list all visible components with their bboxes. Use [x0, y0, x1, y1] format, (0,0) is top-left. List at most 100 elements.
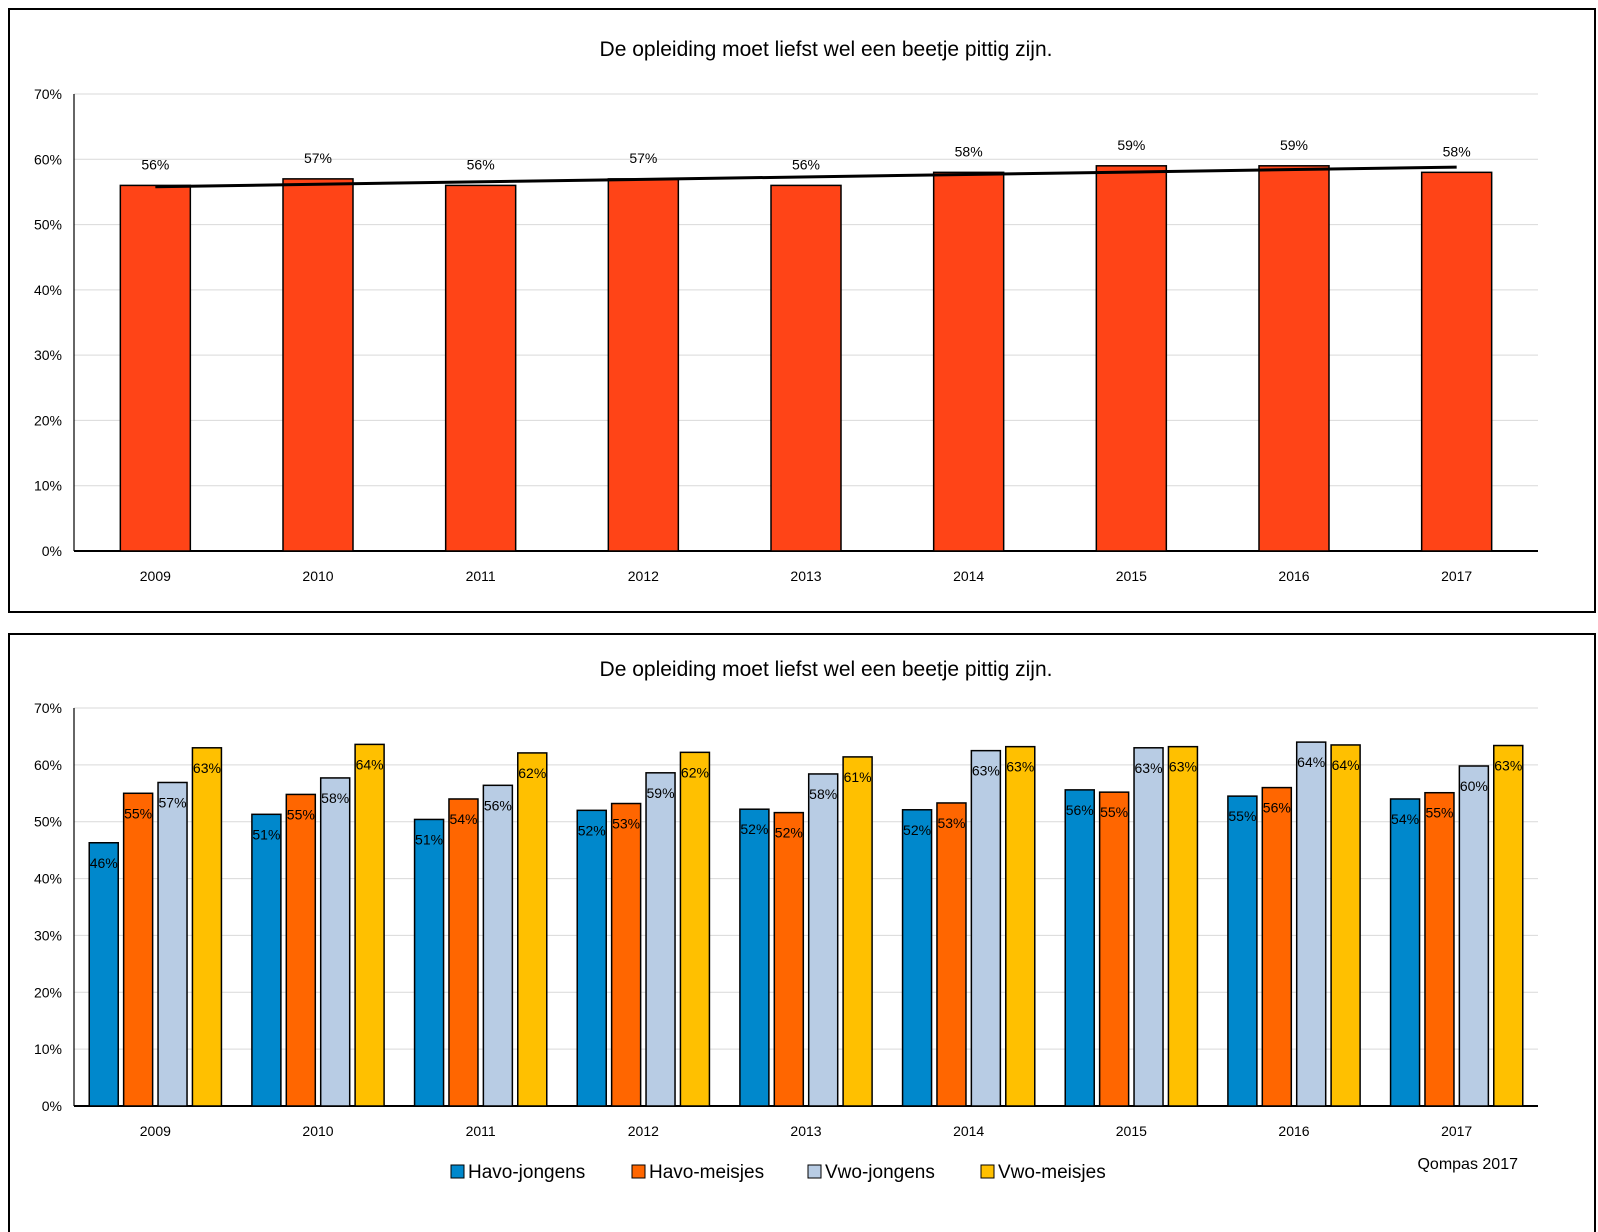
y-tick-label: 70% [34, 700, 62, 716]
y-tick-label: 40% [34, 871, 62, 887]
data-label: 52% [903, 822, 931, 838]
y-tick-label: 50% [34, 814, 62, 830]
y-tick-label: 10% [34, 1041, 62, 1057]
y-tick-label: 70% [34, 86, 62, 102]
y-tick-label: 0% [42, 1098, 62, 1114]
x-tick-label: 2016 [1278, 568, 1309, 584]
data-label: 58% [955, 143, 983, 159]
x-tick-label: 2009 [140, 1123, 171, 1139]
y-tick-label: 60% [34, 151, 62, 167]
bar-havo-meisjes [122, 792, 154, 1107]
y-tick-label: 20% [34, 412, 62, 428]
y-tick-label: 50% [34, 217, 62, 233]
data-label: 53% [937, 815, 965, 831]
bar-havo-meisjes [448, 798, 479, 1107]
data-label: 57% [629, 150, 657, 166]
x-tick-label: 2010 [302, 568, 333, 584]
bar-havo-meisjes [936, 802, 967, 1107]
bar-chart-top: De opleiding moet liefst wel een beetje … [34, 38, 1538, 584]
x-tick-label: 2017 [1441, 568, 1472, 584]
data-label: 59% [1117, 137, 1145, 153]
data-label: 58% [1443, 143, 1471, 159]
bar-vwo-jongens [157, 781, 188, 1107]
grouped-bar-chart-bottom: De opleiding moet liefst wel een beetje … [34, 658, 1538, 1183]
data-label: 56% [1066, 802, 1094, 818]
data-label: 51% [415, 831, 443, 847]
bar-vwo-jongens [645, 772, 676, 1107]
source-note: Qompas 2017 [1417, 1156, 1518, 1173]
bar [607, 178, 680, 552]
bar-havo-jongens [1064, 789, 1095, 1107]
data-label: 55% [1425, 805, 1453, 821]
bar-havo-jongens [901, 809, 933, 1107]
legend-item: Vwo-meisjes [980, 1162, 1106, 1183]
x-tick-label: 2012 [628, 568, 659, 584]
bar [119, 184, 192, 552]
data-label: 58% [809, 786, 837, 802]
data-label: 56% [467, 156, 495, 172]
y-tick-label: 40% [34, 282, 62, 298]
data-label: 46% [90, 855, 118, 871]
bar [1095, 165, 1168, 552]
bar-havo-jongens [251, 813, 282, 1107]
data-label: 57% [159, 794, 187, 810]
x-tick-label: 2015 [1116, 1123, 1147, 1139]
data-label: 56% [1263, 800, 1291, 816]
data-label: 62% [518, 765, 546, 781]
bar-havo-meisjes [610, 802, 642, 1107]
data-label: 61% [844, 769, 872, 785]
x-tick-label: 2013 [790, 568, 821, 584]
bar-vwo-meisjes [354, 743, 385, 1107]
data-label: 64% [356, 756, 384, 772]
x-tick-label: 2011 [466, 568, 496, 584]
x-tick-label: 2017 [1441, 1123, 1472, 1139]
data-label: 62% [681, 764, 709, 780]
bar-havo-meisjes [1261, 786, 1293, 1107]
data-label: 56% [792, 156, 820, 172]
chart-title: De opleiding moet liefst wel een beetje … [600, 38, 1053, 61]
bar-vwo-jongens [319, 777, 351, 1107]
bar-havo-jongens [576, 809, 607, 1107]
y-tick-label: 20% [34, 984, 62, 1000]
trendline [155, 165, 1457, 189]
data-label: 63% [1006, 759, 1034, 775]
bar-vwo-meisjes [679, 751, 711, 1107]
bar-vwo-jongens [970, 749, 1002, 1107]
bar-vwo-jongens [482, 784, 514, 1107]
y-tick-label: 30% [34, 927, 62, 943]
bar [1258, 165, 1330, 552]
data-label: 56% [484, 797, 512, 813]
y-tick-label: 10% [34, 478, 62, 494]
bar-vwo-jongens [1458, 765, 1490, 1107]
data-label: 55% [287, 806, 315, 822]
legend-item: Havo-meisjes [631, 1162, 764, 1183]
chart-title: De opleiding moet liefst wel een beetje … [600, 658, 1053, 681]
bar-havo-jongens [413, 818, 445, 1107]
data-label: 59% [1280, 137, 1308, 153]
data-label: 52% [578, 822, 606, 838]
bar-vwo-meisjes [842, 756, 873, 1107]
bar-havo-meisjes [773, 811, 805, 1107]
bar-vwo-jongens [1133, 747, 1164, 1107]
data-label: 63% [193, 760, 221, 776]
bar-vwo-meisjes [1005, 745, 1036, 1107]
bar-vwo-meisjes [1330, 744, 1361, 1107]
bar-vwo-meisjes [191, 747, 223, 1107]
data-label: 54% [449, 811, 477, 827]
bar [1420, 171, 1493, 552]
data-label: 56% [141, 156, 169, 172]
bar [282, 178, 354, 552]
bar-vwo-jongens [807, 773, 839, 1107]
bar-havo-jongens [88, 842, 119, 1107]
legend-label: Havo-meisjes [649, 1162, 764, 1183]
legend-swatch [807, 1164, 822, 1179]
chart-panel-bottom: De opleiding moet liefst wel een beetje … [8, 633, 1596, 1232]
data-label: 55% [1100, 804, 1128, 820]
legend-label: Vwo-meisjes [998, 1162, 1106, 1183]
data-label: 64% [1297, 754, 1325, 770]
bar-vwo-jongens [1295, 741, 1327, 1107]
data-label: 52% [740, 821, 768, 837]
legend-item: Havo-jongens [450, 1162, 585, 1183]
x-tick-label: 2012 [628, 1123, 659, 1139]
data-label: 63% [1169, 759, 1197, 775]
